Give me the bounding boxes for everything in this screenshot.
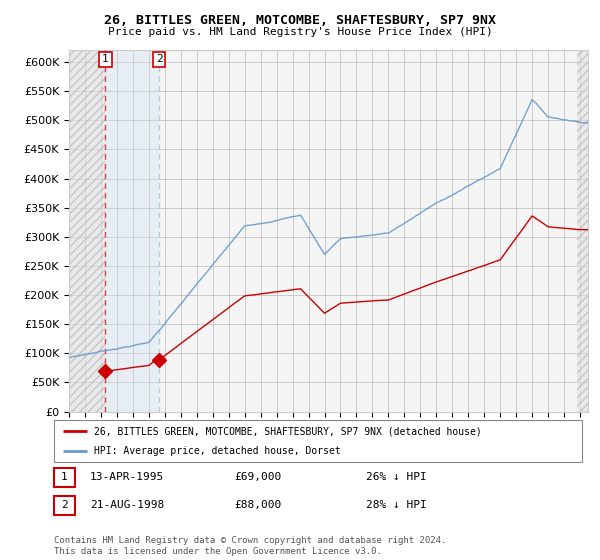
- Text: £69,000: £69,000: [234, 472, 281, 482]
- Text: 26, BITTLES GREEN, MOTCOMBE, SHAFTESBURY, SP7 9NX: 26, BITTLES GREEN, MOTCOMBE, SHAFTESBURY…: [104, 14, 496, 27]
- Text: 1: 1: [102, 54, 109, 64]
- Text: 26% ↓ HPI: 26% ↓ HPI: [366, 472, 427, 482]
- Text: £88,000: £88,000: [234, 500, 281, 510]
- Text: 2: 2: [155, 54, 163, 64]
- Bar: [106, 50, 159, 412]
- Text: 13-APR-1995: 13-APR-1995: [90, 472, 164, 482]
- Text: 1: 1: [61, 472, 68, 482]
- Text: 28% ↓ HPI: 28% ↓ HPI: [366, 500, 427, 510]
- Bar: [577, 50, 588, 412]
- Text: 21-AUG-1998: 21-AUG-1998: [90, 500, 164, 510]
- Text: Contains HM Land Registry data © Crown copyright and database right 2024.: Contains HM Land Registry data © Crown c…: [54, 536, 446, 545]
- Bar: [69, 50, 106, 412]
- Text: 2: 2: [61, 500, 68, 510]
- Text: This data is licensed under the Open Government Licence v3.0.: This data is licensed under the Open Gov…: [54, 547, 382, 556]
- Text: HPI: Average price, detached house, Dorset: HPI: Average price, detached house, Dors…: [94, 446, 341, 456]
- Text: Price paid vs. HM Land Registry's House Price Index (HPI): Price paid vs. HM Land Registry's House …: [107, 27, 493, 37]
- Text: 26, BITTLES GREEN, MOTCOMBE, SHAFTESBURY, SP7 9NX (detached house): 26, BITTLES GREEN, MOTCOMBE, SHAFTESBURY…: [94, 426, 482, 436]
